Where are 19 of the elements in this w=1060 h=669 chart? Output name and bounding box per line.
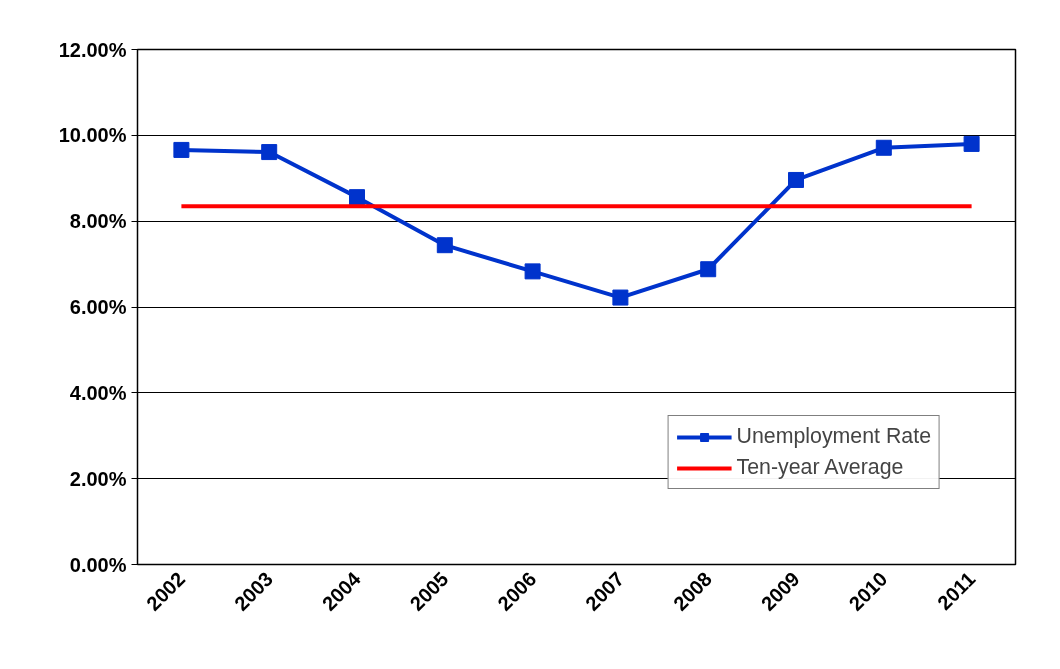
point: [875, 139, 892, 156]
y-tick-label: 4.00%: [69, 381, 127, 404]
y-tick-label: 2.00%: [69, 467, 127, 490]
y-tick-label: 12.00%: [58, 38, 127, 61]
point: [173, 141, 190, 158]
y-tick-label: 6.00%: [69, 296, 127, 318]
point: [524, 263, 541, 280]
point: [963, 135, 980, 152]
point: [700, 261, 717, 278]
point: [612, 289, 629, 306]
y-tick-label: 8.00%: [69, 210, 127, 233]
legend-label: Unemployment Rate: [736, 424, 931, 449]
point: [436, 237, 453, 254]
y-tick-label: 10.00%: [58, 124, 127, 147]
point: [788, 171, 804, 188]
point: [349, 189, 365, 206]
legend-label: Ten-year Average: [736, 455, 904, 480]
point: [261, 144, 278, 161]
y-tick-label: 0.00%: [69, 553, 127, 576]
